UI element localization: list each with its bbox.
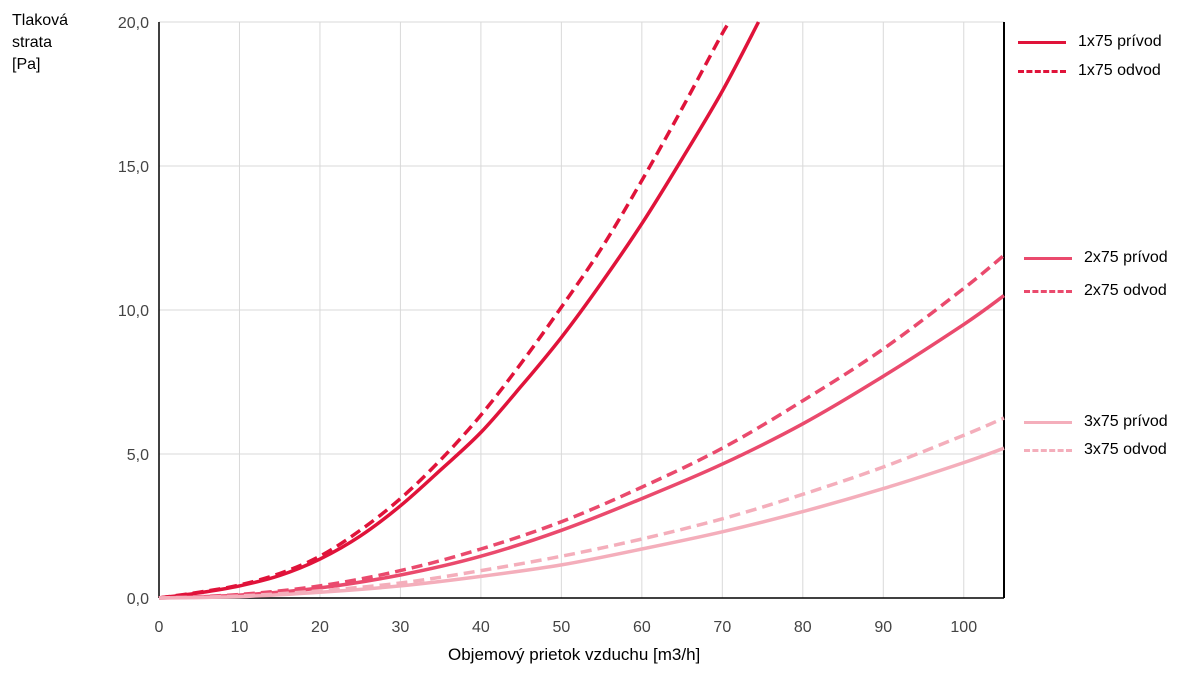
- x-tick-label: 20: [311, 619, 329, 636]
- legend-swatch: [1018, 69, 1066, 73]
- series-lines: [158, 20, 1006, 600]
- x-tick-label: 70: [713, 619, 731, 636]
- legend-label: 1x75 odvod: [1078, 62, 1161, 79]
- legend-swatch: [1024, 289, 1072, 293]
- series-line: [158, 253, 1006, 600]
- legend-swatch: [1024, 420, 1072, 424]
- legend-swatch: [1024, 256, 1072, 260]
- legend-swatch: [1018, 40, 1066, 44]
- y-axis-title-line: [Pa]: [12, 56, 41, 73]
- series-line: [158, 20, 732, 600]
- y-tick-label: 10,0: [118, 303, 149, 320]
- y-tick-label: 0,0: [127, 591, 149, 608]
- y-axis-title-line: Tlaková: [12, 12, 69, 29]
- y-axis-title-line: strata: [12, 34, 53, 51]
- series-line: [158, 416, 1005, 600]
- x-tick-label: 100: [950, 619, 977, 636]
- legend-item: 1x75 odvod: [1018, 62, 1161, 80]
- legend-label: 2x75 odvod: [1084, 282, 1167, 299]
- legend-label: 2x75 prívod: [1084, 249, 1168, 266]
- x-tick-label: 40: [472, 619, 490, 636]
- legend-label: 3x75 prívod: [1084, 413, 1168, 430]
- axes: [158, 22, 1005, 599]
- legend-item: 3x75 prívod: [1024, 413, 1168, 431]
- x-tick-label: 30: [392, 619, 410, 636]
- tick-labels: 0 10 20 30 40 50 60 70 80 90 100 0,0 5,0 10,0 15,0 20,0: [118, 15, 977, 636]
- x-tick-label: 80: [794, 619, 812, 636]
- series-line: [158, 294, 1006, 600]
- y-tick-label: 15,0: [118, 159, 149, 176]
- x-tick-label: 0: [155, 619, 164, 636]
- legend-item: 2x75 prívod: [1024, 249, 1168, 267]
- legend-item: 2x75 odvod: [1024, 282, 1167, 300]
- x-tick-label: 10: [231, 619, 249, 636]
- legend-swatch: [1024, 448, 1072, 452]
- x-tick-label: 50: [552, 619, 570, 636]
- y-tick-label: 20,0: [118, 15, 149, 32]
- legend-label: 3x75 odvod: [1084, 441, 1167, 458]
- legend-item: 1x75 prívod: [1018, 33, 1162, 51]
- x-axis-title: Objemový prietok vzduchu [m3/h]: [448, 645, 701, 664]
- x-tick-label: 90: [874, 619, 892, 636]
- legend-label: 1x75 prívod: [1078, 33, 1162, 50]
- legend-item: 3x75 odvod: [1024, 441, 1167, 459]
- y-tick-label: 5,0: [127, 447, 149, 464]
- x-tick-label: 60: [633, 619, 651, 636]
